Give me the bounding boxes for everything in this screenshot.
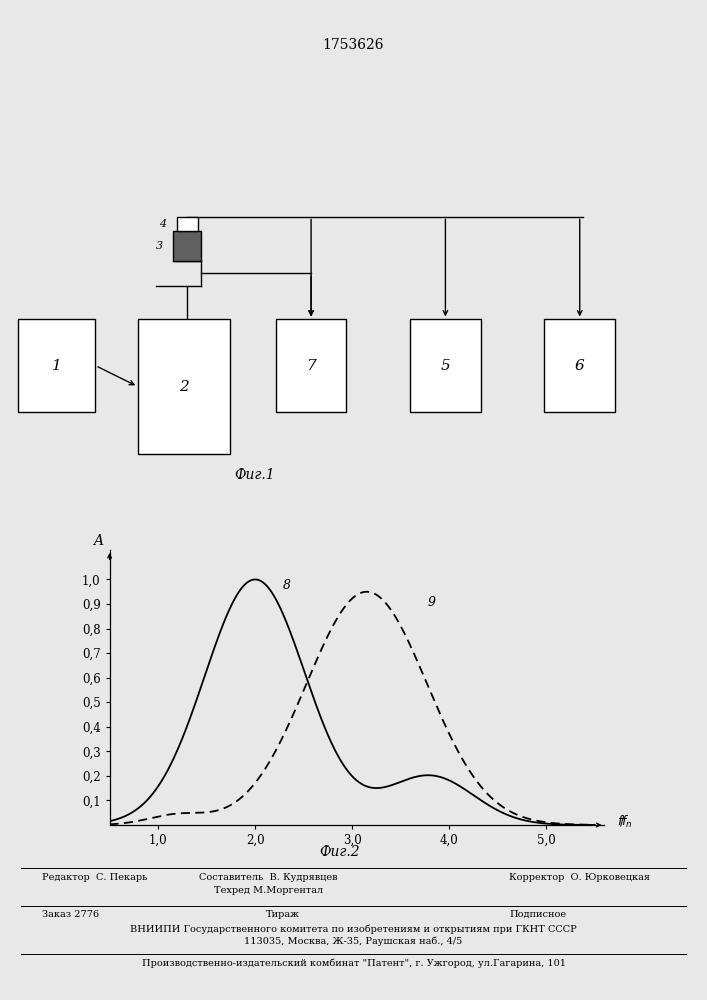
Bar xyxy=(544,319,615,412)
Text: 7: 7 xyxy=(306,359,316,373)
Text: 9: 9 xyxy=(428,596,436,609)
Text: Тираж: Тираж xyxy=(266,910,300,919)
Text: 8: 8 xyxy=(282,579,291,592)
Text: Техред М.Моргентал: Техред М.Моргентал xyxy=(214,886,323,895)
Text: Корректор  О. Юрковецкая: Корректор О. Юрковецкая xyxy=(509,873,650,882)
Text: 1: 1 xyxy=(52,359,62,373)
Bar xyxy=(177,217,198,231)
Bar xyxy=(410,319,481,412)
Text: Производственно-издательский комбинат "Патент", г. Ужгород, ул.Гагарина, 101: Производственно-издательский комбинат "П… xyxy=(141,958,566,968)
Text: Фиг.2: Фиг.2 xyxy=(319,845,360,859)
Bar xyxy=(173,231,201,261)
Bar xyxy=(138,319,230,454)
Text: 2: 2 xyxy=(179,380,189,394)
Text: Редактор  С. Пекарь: Редактор С. Пекарь xyxy=(42,873,148,882)
Text: Подписное: Подписное xyxy=(509,910,566,919)
Text: Составитель  В. Кудрявцев: Составитель В. Кудрявцев xyxy=(199,873,338,882)
Text: $f\!/\!f_n$: $f\!/\!f_n$ xyxy=(617,814,632,830)
Text: 6: 6 xyxy=(575,359,585,373)
Text: 4: 4 xyxy=(159,219,166,229)
Text: 5: 5 xyxy=(440,359,450,373)
Text: ВНИИПИ Государственного комитета по изобретениям и открытиям при ГКНТ СССР: ВНИИПИ Государственного комитета по изоб… xyxy=(130,924,577,934)
Text: 1753626: 1753626 xyxy=(323,38,384,52)
Bar xyxy=(276,319,346,412)
Text: 3: 3 xyxy=(156,241,163,251)
Text: 113035, Москва, Ж-35, Раушская наб., 4/5: 113035, Москва, Ж-35, Раушская наб., 4/5 xyxy=(245,937,462,946)
Text: A: A xyxy=(93,534,103,548)
Bar xyxy=(18,319,95,412)
Text: Заказ 2776: Заказ 2776 xyxy=(42,910,100,919)
Text: Фиг.1: Фиг.1 xyxy=(234,468,275,482)
